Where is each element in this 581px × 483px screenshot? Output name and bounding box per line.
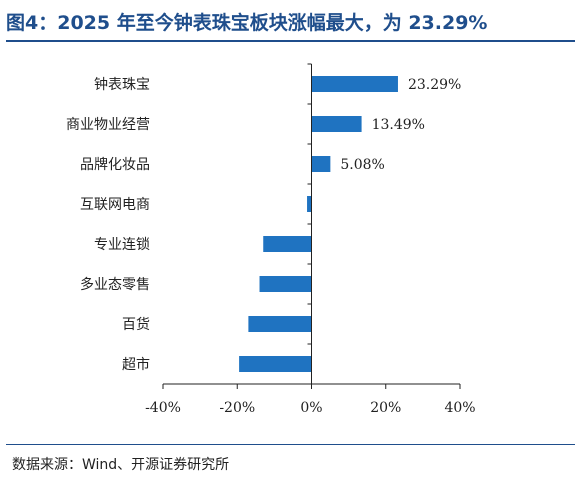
bar [259, 276, 312, 292]
data-label: 5.08% [340, 157, 384, 173]
source-divider [6, 444, 575, 445]
data-label: 13.49% [372, 117, 425, 133]
bar [263, 236, 312, 252]
bar [248, 316, 312, 332]
bar [311, 156, 331, 172]
x-tick-label: 20% [370, 400, 401, 416]
bar [311, 116, 362, 132]
figure-title: 图4：2025 年至今钟表珠宝板块涨幅最大，为 23.29% [6, 12, 488, 34]
category-label: 多业态零售 [80, 276, 150, 293]
x-tick-label: 0% [300, 400, 322, 416]
bar [311, 76, 398, 92]
category-label: 百货 [122, 316, 150, 333]
category-label: 互联网电商 [80, 197, 150, 213]
category-label: 超市 [122, 356, 150, 373]
x-tick-label: 40% [444, 400, 475, 416]
bar-chart: 钟表珠宝 23.29% 商业物业经营 13.49% 品牌化妆品 5.08% 互联网电商专业连… [0, 56, 581, 426]
category-label: 专业连锁 [94, 237, 150, 253]
category-label: 商业物业经营 [66, 117, 150, 133]
x-tick-label: -20% [219, 400, 255, 416]
chart-canvas: 钟表珠宝 23.29% 商业物业经营 13.49% 品牌化妆品 5.08% 互联网电商专业连… [66, 63, 476, 416]
bar [307, 196, 312, 212]
bar [239, 356, 312, 372]
category-label: 钟表珠宝 [94, 76, 150, 93]
x-tick-label: -40% [145, 400, 181, 416]
title-divider [6, 40, 575, 42]
data-label: 23.29% [408, 77, 461, 93]
category-label: 品牌化妆品 [80, 156, 150, 173]
source-note: 数据来源：Wind、开源证券研究所 [12, 457, 230, 473]
